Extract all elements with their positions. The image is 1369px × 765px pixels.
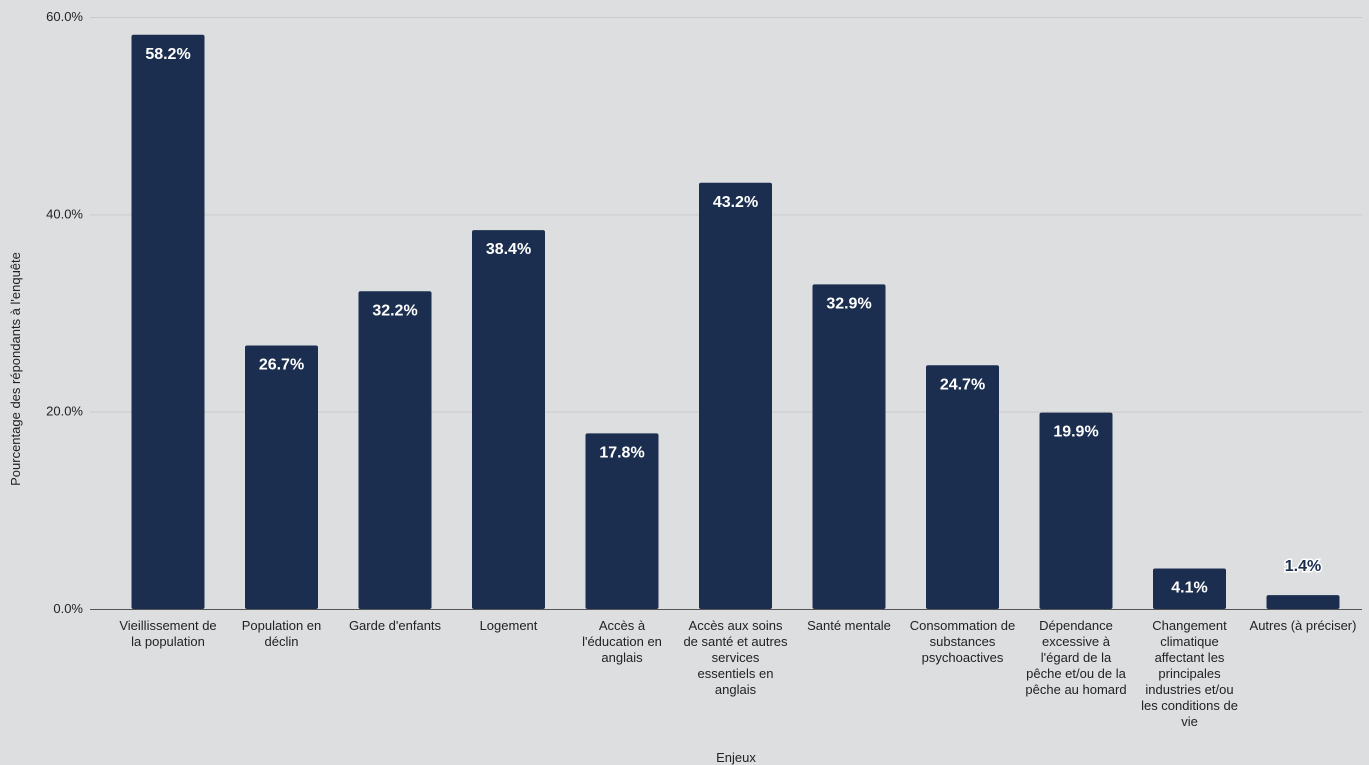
x-tick-label: Garde d'enfants (348, 618, 442, 633)
bar-value-label: 19.9% (1053, 424, 1098, 441)
bar (1153, 568, 1226, 609)
bar-value-label: 17.8% (599, 444, 644, 461)
bar-value-label: 58.2% (145, 46, 190, 63)
x-tick-label: Dépendance excessive à l'égard de la pêc… (1025, 618, 1127, 697)
y-tick-label: 60.0% (46, 9, 83, 24)
x-tick-label: Accès à l'éducation en anglais (582, 618, 662, 665)
x-tick-label: Population en déclin (241, 618, 322, 649)
bar (812, 284, 886, 609)
bar (1266, 595, 1340, 609)
x-axis-title: Enjeux (716, 750, 756, 765)
x-tick-label: Autres (à préciser) (1249, 618, 1357, 633)
bar (1039, 412, 1113, 609)
y-axis-ticks: 0.0% 20.0% 40.0% 60.0% (46, 9, 83, 616)
bar (245, 345, 318, 609)
x-tick-label: Vieillissement de la population (119, 618, 217, 649)
bar-value-label: 32.9% (826, 295, 871, 312)
bar-value-labels: 58.2% 26.7% 32.2% 38.4% 17.8% 43.2% 32.9% 24.7%… (145, 46, 1322, 597)
x-tick-label: Santé mentale (807, 618, 891, 633)
bar-value-label: 26.7% (259, 357, 304, 374)
bar-value-label: 43.2% (713, 194, 758, 211)
bar (358, 291, 432, 609)
x-tick-label: Logement (479, 618, 538, 633)
y-tick-label: 20.0% (46, 404, 83, 419)
bar (926, 365, 999, 609)
bars (131, 34, 1340, 609)
x-tick-label: Changement climatique affectant les prin… (1141, 618, 1238, 729)
x-tick-label: Accès aux soins de santé et autres servi… (683, 618, 788, 697)
bar-value-label: 4.1% (1171, 580, 1207, 597)
bar-value-label: 24.7% (940, 376, 985, 393)
y-tick-label: 0.0% (53, 601, 83, 616)
bar-value-label: 32.2% (372, 302, 417, 319)
bar (699, 182, 772, 609)
bar (585, 433, 659, 609)
y-axis-title: Pourcentage des répondants à l'enquête (8, 252, 23, 486)
bar (472, 230, 545, 609)
bar-value-label: 38.4% (486, 241, 531, 258)
x-tick-label: Consommation de substances psychoactives (909, 618, 1016, 665)
bar (131, 34, 205, 609)
y-tick-label: 40.0% (46, 206, 83, 221)
bar-value-label: 1.4% (1285, 558, 1321, 575)
